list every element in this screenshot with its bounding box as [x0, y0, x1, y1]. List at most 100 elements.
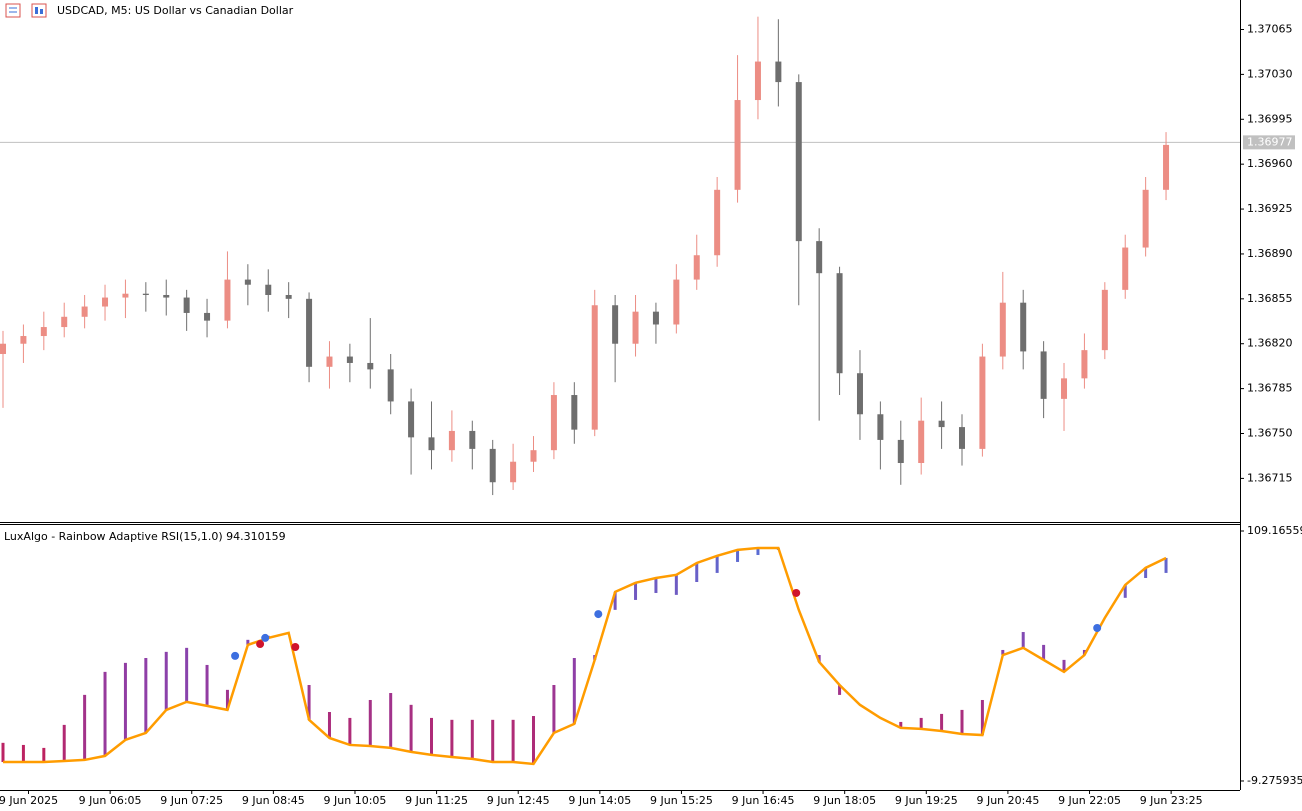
- candle-body: [591, 305, 598, 430]
- candle-body: [754, 61, 761, 101]
- y-tick-label: 1.36890: [1247, 247, 1293, 260]
- candle-body: [836, 273, 843, 374]
- candle-body: [265, 284, 272, 295]
- candle-body: [775, 61, 782, 83]
- candle-body: [550, 395, 557, 451]
- candle-body: [306, 298, 313, 367]
- candle-body: [1101, 289, 1108, 351]
- candle-body: [571, 395, 578, 430]
- x-tick-label: 9 Jun 18:05: [813, 794, 876, 807]
- candle-body: [469, 430, 476, 449]
- candle-body: [61, 316, 68, 328]
- icon: [31, 3, 47, 18]
- candle-body: [795, 82, 802, 242]
- candle-body: [183, 297, 190, 313]
- candle-body: [408, 401, 415, 438]
- x-tick-label: 9 Jun 23:25: [1140, 794, 1203, 807]
- candle-body: [897, 439, 904, 464]
- y-tick-label: 1.36785: [1247, 382, 1293, 395]
- x-tick-label: 9 Jun 06:05: [79, 794, 142, 807]
- icon: [40, 9, 43, 14]
- candle-body: [163, 294, 170, 298]
- candle-body: [244, 279, 251, 285]
- signal-dot: [792, 588, 801, 597]
- x-tick-label: 9 Jun 07:25: [160, 794, 223, 807]
- candle-body: [0, 343, 7, 354]
- candle-body: [693, 255, 700, 280]
- x-tick-label: 9 Jun 2025: [0, 794, 58, 807]
- signal-dot: [1093, 624, 1102, 633]
- candle-body: [999, 302, 1006, 357]
- signal-dot: [261, 633, 270, 642]
- x-tick-label: 9 Jun 14:05: [568, 794, 631, 807]
- icon: [5, 3, 21, 18]
- candle-body: [734, 100, 741, 190]
- candle-body: [877, 414, 884, 440]
- candle-body: [122, 293, 129, 298]
- candle-body: [428, 437, 435, 451]
- x-tick-label: 9 Jun 12:45: [487, 794, 550, 807]
- x-tick-label: 9 Jun 11:25: [405, 794, 468, 807]
- y-tick-label: 1.36820: [1247, 337, 1293, 350]
- candle-body: [632, 311, 639, 344]
- current-price-label: 1.36977: [1247, 135, 1293, 148]
- indicator-title: LuxAlgo - Rainbow Adaptive RSI(15,1.0) 9…: [4, 530, 286, 543]
- candle-body: [1081, 350, 1088, 379]
- candle-body: [714, 189, 721, 256]
- rsi-line: [3, 546, 1167, 766]
- signal-dot: [291, 643, 300, 652]
- x-tick-label: 9 Jun 15:25: [650, 794, 713, 807]
- x-tick-label: 9 Jun 08:45: [242, 794, 305, 807]
- x-tick-label: 9 Jun 20:45: [976, 794, 1039, 807]
- candle-body: [326, 356, 333, 367]
- candle-body: [285, 294, 292, 299]
- candle-body: [448, 430, 455, 451]
- y-tick-label: 1.36925: [1247, 202, 1293, 215]
- y-tick-label: 1.37030: [1247, 67, 1293, 80]
- candle-body: [816, 241, 823, 274]
- signal-dot: [594, 610, 603, 619]
- y-tick-label: 1.36855: [1247, 292, 1293, 305]
- signal-dot: [231, 651, 240, 660]
- chart-title: USDCAD, M5: US Dollar vs Canadian Dollar: [57, 4, 294, 17]
- current-price-box: [1243, 135, 1295, 150]
- x-tick-label: 9 Jun 16:45: [732, 794, 795, 807]
- candle-body: [652, 311, 659, 325]
- candle-body: [204, 312, 211, 321]
- y-tick-label: 109.16559: [1247, 524, 1302, 537]
- candle-body: [387, 369, 394, 402]
- candle-body: [510, 461, 517, 483]
- candle-body: [20, 336, 27, 344]
- signal-dot: [256, 640, 265, 649]
- candle-body: [81, 306, 88, 317]
- candle-body: [142, 293, 149, 295]
- candle-body: [1020, 302, 1027, 352]
- candle-body: [346, 356, 353, 363]
- candle-body: [530, 450, 537, 462]
- y-tick-label: 1.36995: [1247, 112, 1293, 125]
- candle-body: [489, 448, 496, 483]
- candle-body: [958, 427, 965, 449]
- candle-body: [40, 327, 47, 337]
- y-tick-label: 1.37065: [1247, 22, 1293, 35]
- candle-body: [938, 420, 945, 428]
- candle-body: [673, 279, 680, 325]
- candle-body: [1122, 247, 1129, 290]
- candle-body: [979, 356, 986, 449]
- candle-body: [224, 279, 231, 321]
- x-tick-label: 9 Jun 22:05: [1058, 794, 1121, 807]
- x-tick-label: 9 Jun 19:25: [895, 794, 958, 807]
- candle-body: [367, 362, 374, 370]
- y-tick-label: 1.36715: [1247, 471, 1293, 484]
- icon: [35, 7, 38, 14]
- candle-body: [612, 305, 619, 344]
- candle-body: [1040, 351, 1047, 399]
- candle-body: [1142, 189, 1149, 248]
- candle-body: [102, 297, 109, 307]
- y-tick-label: 1.36960: [1247, 157, 1293, 170]
- candle-body: [918, 420, 925, 464]
- candle-body: [1061, 378, 1068, 399]
- x-tick-label: 9 Jun 10:05: [324, 794, 387, 807]
